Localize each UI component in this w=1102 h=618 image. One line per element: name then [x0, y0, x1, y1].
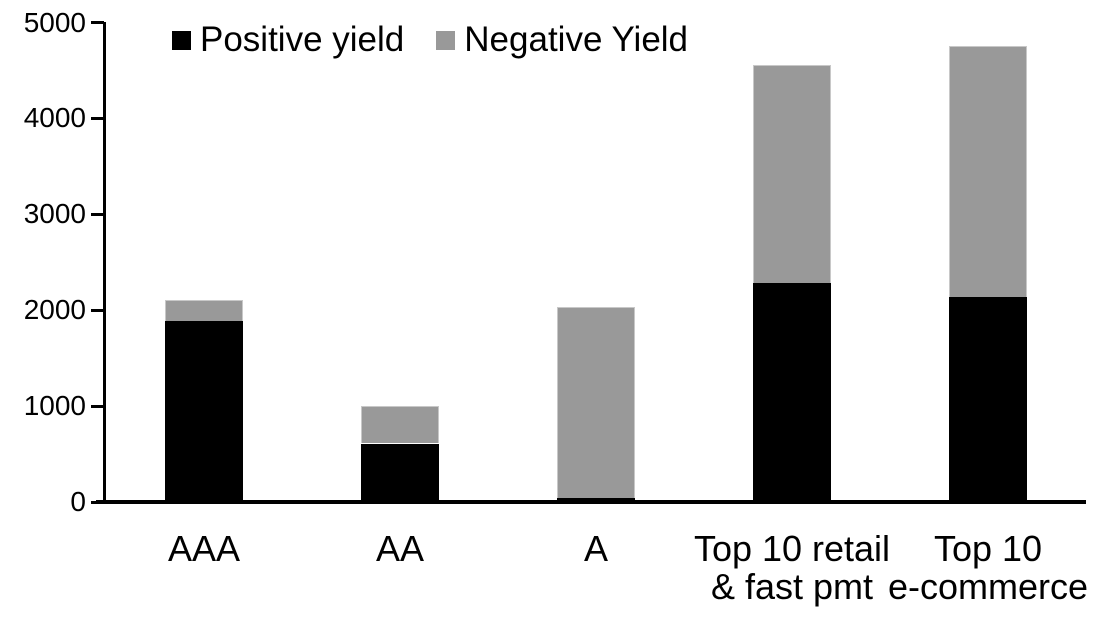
legend-item-positive-yield: Positive yield [172, 20, 404, 60]
bar-segment-positive-aa [361, 443, 439, 502]
legend: Positive yield Negative Yield [172, 20, 688, 60]
x-category-label-line: Top 10 retail [693, 528, 891, 569]
y-tick-label-3000: 3000 [23, 198, 86, 230]
x-category-label-line: AAA [167, 528, 241, 569]
x-category-label-top-10-retail: Top 10 retail & fast pmt [672, 530, 912, 606]
y-tick-mark-1000 [91, 404, 104, 408]
bar-segment-negative-aaa [165, 299, 243, 321]
bar-segment-positive-top-10 [949, 296, 1027, 502]
x-category-label-aaa: AAA [84, 530, 324, 568]
x-category-label-line: AA [375, 528, 425, 569]
y-tick-label-0: 0 [70, 486, 86, 517]
bar-segment-positive-top-10-retail [753, 283, 831, 502]
y-tick-label-5000: 5000 [23, 6, 86, 38]
bar-segment-negative-a [557, 307, 635, 499]
legend-swatch-icon [172, 30, 191, 50]
bar-segment-negative-top-10 [949, 45, 1027, 297]
bar-segment-positive-aaa [165, 320, 243, 502]
y-tick-label-4000: 4000 [23, 102, 86, 134]
legend-swatch-icon [436, 30, 456, 50]
y-tick-mark-2000 [91, 308, 104, 312]
y-tick-mark-4000 [91, 116, 104, 120]
y-tick-label-2000: 2000 [23, 294, 86, 326]
legend-label: Positive yield [200, 20, 405, 59]
bar-segment-negative-top-10-retail [753, 64, 831, 284]
x-category-label-line: e-commerce [887, 566, 1089, 607]
x-category-label-aa: AA [280, 530, 520, 568]
y-axis-line [103, 22, 106, 502]
legend-label: Negative Yield [464, 20, 689, 59]
y-tick-mark-5000 [91, 21, 104, 24]
x-category-label-line: A [583, 528, 608, 569]
bar-segment-negative-aa [361, 406, 439, 444]
legend-item-negative-yield: Negative Yield [436, 20, 688, 60]
x-axis-line [96, 500, 1086, 504]
x-category-label-line: Top 10 [933, 528, 1043, 569]
y-tick-mark-3000 [91, 212, 104, 216]
y-tick-label-1000: 1000 [23, 390, 86, 422]
x-category-label-top-10: Top 10 e-commerce [868, 530, 1102, 606]
x-category-label-a: A [476, 530, 716, 568]
x-category-label-line: & fast pmt [710, 566, 874, 607]
